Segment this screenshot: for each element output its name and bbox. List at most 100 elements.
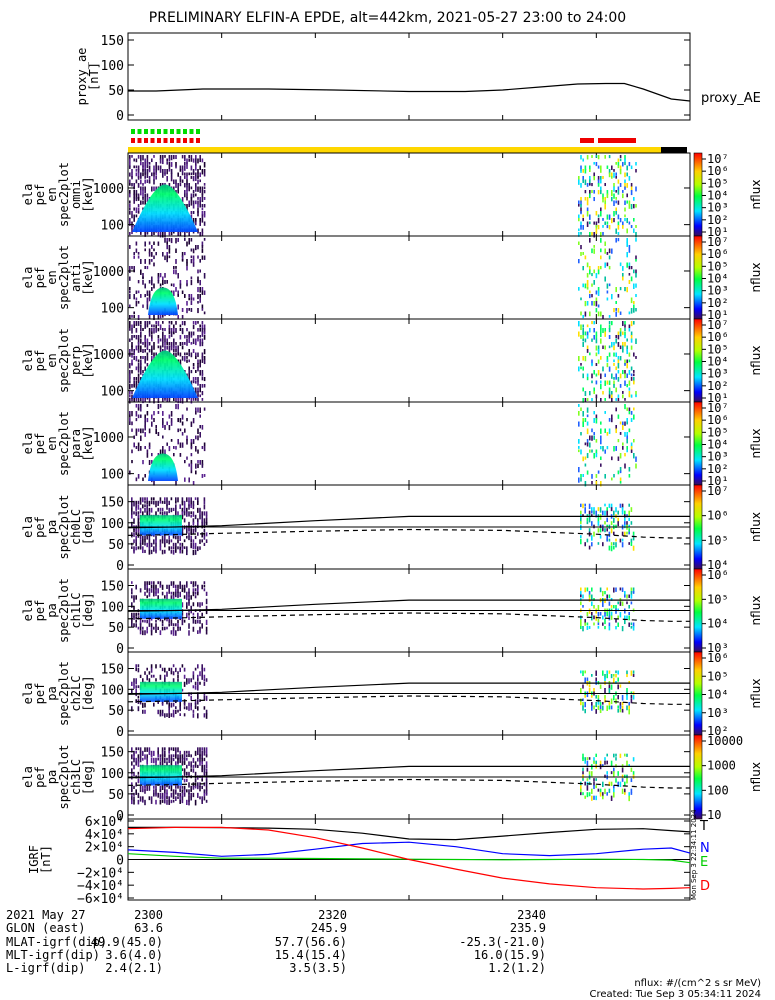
- spectrogram-pixel: [199, 197, 201, 203]
- spectrogram-pixel: [181, 768, 184, 772]
- spectrogram-pixel: [168, 255, 171, 259]
- spectrogram-pixel: [135, 179, 138, 184]
- spectrogram-pixel: [604, 757, 606, 761]
- spectrogram-pixel: [140, 370, 142, 375]
- spectrogram-pixel: [602, 232, 604, 236]
- spectrogram-pixel: [164, 238, 166, 243]
- spectrogram-pixel: [168, 328, 171, 332]
- spectrogram-pixel: [604, 503, 606, 507]
- spectrogram-pixel: [170, 342, 173, 348]
- spectrogram-pixel: [197, 699, 199, 705]
- spectrogram-pixel: [195, 435, 197, 440]
- spectrogram-pixel: [155, 664, 157, 669]
- spectrogram-pixel: [203, 377, 206, 382]
- spectrogram-pixel: [582, 605, 584, 608]
- spectrogram-pixel: [186, 678, 188, 683]
- spectrogram-pixel: [626, 432, 628, 436]
- spectrogram-pixel: [197, 255, 199, 259]
- spectrogram-pixel: [186, 204, 188, 209]
- spectrogram-pixel: [197, 398, 199, 402]
- spectrogram-pixel: [173, 342, 175, 348]
- spectrogram-pixel: [615, 425, 617, 431]
- spectrogram-pixel: [164, 398, 166, 401]
- spectrogram-pixel: [168, 507, 170, 514]
- spectrogram-pixel: [633, 439, 635, 443]
- spectrogram-pixel: [199, 432, 201, 438]
- spectrogram-pixel: [177, 418, 179, 423]
- spectrogram-pixel: [190, 463, 193, 468]
- spectrogram-pixel: [197, 463, 199, 469]
- spectrogram-pixel: [190, 200, 193, 206]
- spectrogram-pixel: [582, 179, 584, 183]
- spectrogram-pixel: [135, 747, 137, 751]
- spectrogram-pixel: [186, 283, 188, 287]
- pitch-hotspot-ch0: [140, 515, 182, 536]
- spectrogram-pixel: [608, 321, 611, 325]
- spectrogram-pixel: [619, 601, 622, 606]
- spectrogram-pixel: [186, 280, 188, 285]
- spectrogram-pixel: [615, 311, 617, 317]
- spectrogram-pixel: [613, 771, 615, 777]
- spectrogram-pixel: [580, 311, 582, 316]
- axis-label-line: pa: [45, 603, 59, 617]
- spectrogram-pixel: [150, 754, 153, 758]
- spectrogram-pixel: [131, 612, 133, 618]
- spectrogram-pixel: [186, 799, 188, 805]
- spectrogram-pixel: [199, 425, 201, 429]
- spectrogram-pixel: [591, 283, 593, 287]
- spectrogram-pixel: [144, 754, 146, 760]
- spectrogram-pixel: [610, 781, 613, 786]
- spectrogram-pixel: [133, 771, 135, 777]
- spectrogram-pixel: [600, 248, 602, 253]
- axis-label-line: spec2plot: [57, 328, 71, 393]
- spectrogram-pixel: [615, 308, 617, 311]
- spectrogram-pixel: [159, 757, 162, 762]
- spectrogram-pixel: [584, 781, 586, 786]
- spectrogram-pixel: [203, 588, 206, 592]
- spectrogram-pixel: [201, 761, 203, 765]
- spectrogram-pixel: [615, 200, 617, 204]
- spectrogram-pixel: [606, 524, 608, 528]
- axis-label-line: perp: [69, 346, 83, 375]
- spectrogram-pixel: [188, 588, 190, 594]
- colorbar-tick-label: 10⁶: [707, 330, 729, 344]
- axis-label-line: spec2plot: [57, 162, 71, 227]
- spectrogram-pixel: [166, 342, 168, 345]
- spectrogram-pixel: [584, 510, 586, 514]
- spectrogram-pixel: [201, 308, 204, 311]
- spectrogram-pixel: [177, 674, 179, 679]
- spectrogram-pixel: [608, 380, 611, 385]
- spectrogram-pixel: [628, 542, 630, 545]
- spectrogram-pixel: [617, 225, 620, 230]
- spectrogram-pixel: [197, 449, 199, 454]
- science-mark-red: [598, 138, 636, 143]
- spectrogram-pixel: [192, 612, 195, 616]
- spectrogram-pixel: [190, 255, 193, 259]
- spectrogram-pixel: [582, 315, 584, 319]
- spectrogram-pixel: [602, 193, 604, 199]
- spectrogram-pixel: [146, 165, 149, 169]
- spectrogram-pixel: [195, 172, 197, 177]
- spectrogram-pixel: [621, 587, 624, 592]
- spectrogram-pixel: [602, 446, 604, 452]
- spectrogram-pixel: [205, 539, 208, 543]
- pitch-burst-ch1: [580, 587, 635, 632]
- spectrogram-pixel: [146, 321, 149, 326]
- spectrogram-pixel: [133, 197, 135, 202]
- spectrogram-pixel: [604, 521, 606, 525]
- spectrogram-pixel: [131, 211, 133, 215]
- spectrogram-pixel: [584, 301, 587, 307]
- spectrogram-pixel: [144, 366, 146, 372]
- spectrogram-pixel: [606, 432, 609, 436]
- spectrogram-pixel: [153, 398, 155, 404]
- spectrogram-pixel: [190, 453, 193, 457]
- spectrogram-pixel: [593, 190, 595, 194]
- spectrogram-pixel: [175, 321, 177, 325]
- spectrogram-pixel: [146, 581, 148, 586]
- spectrogram-pixel: [157, 411, 160, 414]
- spectrogram-pixel: [610, 545, 613, 552]
- spectrogram-pixel: [619, 328, 622, 334]
- spectrogram-pixel: [135, 193, 138, 200]
- spectrogram-pixel: [584, 760, 586, 764]
- spectrogram-pixel: [188, 232, 190, 237]
